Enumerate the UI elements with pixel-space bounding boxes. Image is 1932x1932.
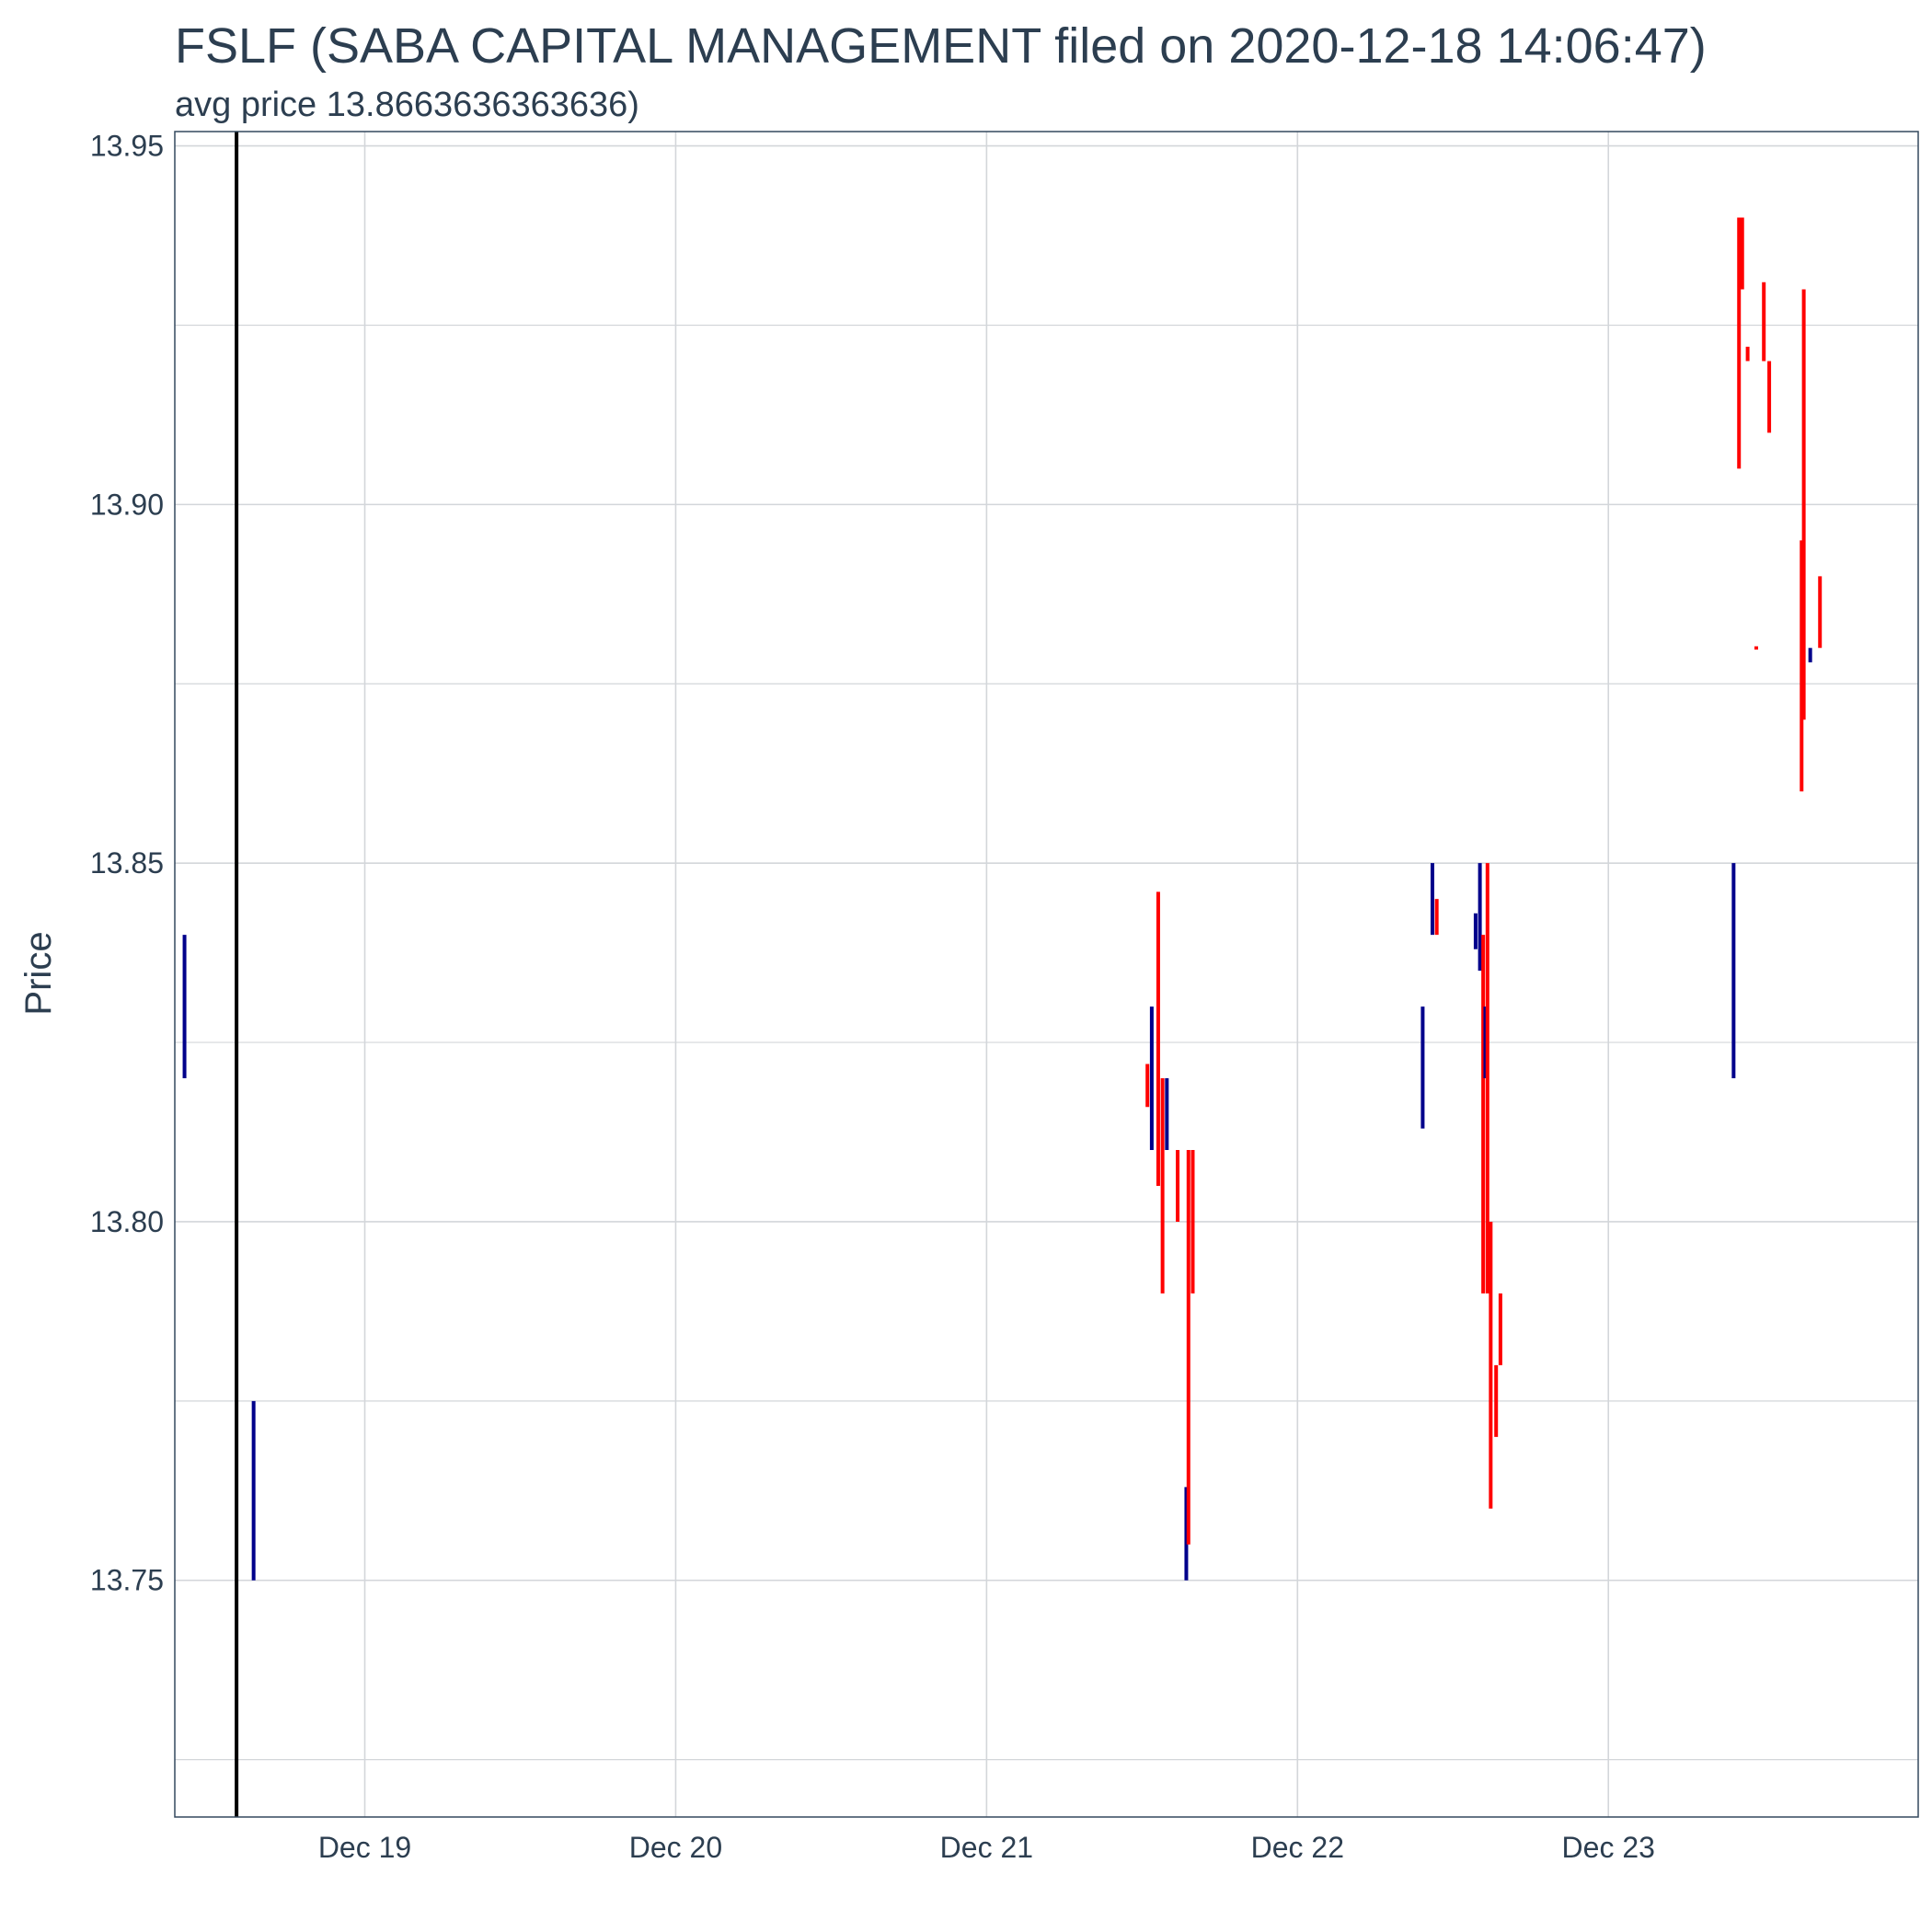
x-tick-label: Dec 22 <box>1251 1831 1344 1864</box>
y-tick-label: 13.90 <box>90 488 164 521</box>
y-tick-label: 13.75 <box>90 1564 164 1597</box>
y-tick-label: 13.80 <box>90 1205 164 1238</box>
y-tick-label: 13.95 <box>90 130 164 163</box>
x-tick-label: Dec 21 <box>940 1831 1033 1864</box>
chart-title: FSLF (SABA CAPITAL MANAGEMENT filed on 2… <box>175 18 1707 74</box>
plot-panel-border <box>174 131 1919 1818</box>
x-tick-label: Dec 23 <box>1562 1831 1655 1864</box>
major-gridlines <box>175 132 1918 1817</box>
y-tick-labels: 13.75 13.80 13.85 13.90 13.95 <box>90 130 164 1597</box>
x-tick-label: Dec 20 <box>629 1831 722 1864</box>
ohlc-bars <box>182 217 1823 1581</box>
y-axis-title: Price <box>18 931 59 1015</box>
x-tick-label: Dec 19 <box>318 1831 411 1864</box>
x-tick-labels: Dec 19 Dec 20 Dec 21 Dec 22 Dec 23 <box>318 1831 1655 1864</box>
y-tick-label: 13.85 <box>90 846 164 880</box>
chart-subtitle: avg price 13.8663636363636) <box>175 86 639 124</box>
minor-gridlines <box>175 324 1918 1761</box>
